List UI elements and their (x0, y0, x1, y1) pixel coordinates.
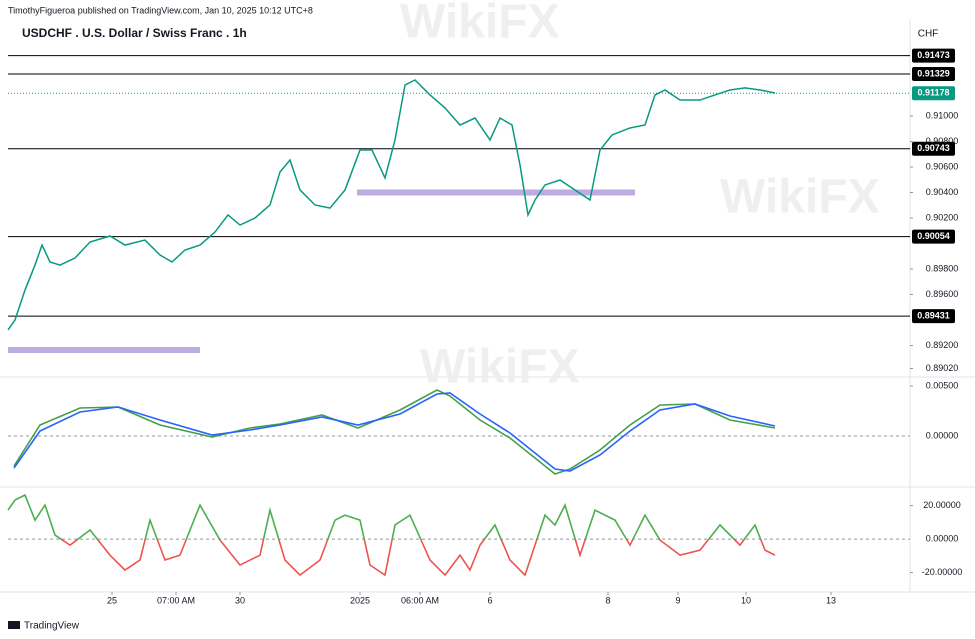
level-label-box (912, 229, 955, 244)
x-tick-label: 13 (826, 595, 836, 605)
x-tick-label: 25 (107, 595, 117, 605)
y-tick-label: -20.00000 (922, 567, 963, 577)
y-tick-label: 0.00000 (926, 430, 959, 440)
series-line (13, 389, 776, 475)
currency: CHF (918, 29, 939, 40)
x-tick-label: 07:00 AM (157, 595, 195, 605)
level-label-box (912, 309, 955, 324)
logo-icon (8, 621, 20, 629)
watermark: WikiFX (720, 171, 880, 224)
x-tick-label: 30 (235, 595, 245, 605)
y-tick-label: 0.90400 (926, 187, 959, 197)
y-tick-label: 0.89020 (926, 363, 959, 373)
y-tick-label: 20.00000 (923, 500, 961, 510)
y-tick-label: 0.90200 (926, 212, 959, 222)
level-label-box (912, 48, 955, 63)
published-note: TimothyFigueroa published on TradingView… (8, 5, 313, 15)
x-tick-label: 6 (487, 595, 492, 605)
level-label: 0.91473 (917, 50, 950, 60)
y-tick-label: 0.91000 (926, 110, 959, 120)
zone (357, 189, 635, 196)
level-label: 0.91329 (917, 68, 950, 78)
y-tick-label: 0.89800 (926, 263, 959, 273)
watermark: WikiFX (400, 0, 560, 49)
series-line (13, 392, 776, 472)
series-line (7, 79, 776, 331)
level-label-box (912, 86, 955, 101)
level-label: 0.90054 (917, 231, 950, 241)
x-tick-label: 8 (605, 595, 610, 605)
y-tick-label: 0.89200 (926, 340, 959, 350)
level-label: 0.90743 (917, 143, 950, 153)
level-label-box (912, 67, 955, 82)
watermark: WikiFX (420, 341, 580, 394)
x-tick-label: 10 (741, 595, 751, 605)
logo: TradingView (24, 621, 80, 632)
x-tick-label: 9 (675, 595, 680, 605)
y-tick-label: 0.89600 (926, 289, 959, 299)
y-tick-label: 0.90600 (926, 161, 959, 171)
level-label: 0.89431 (917, 310, 950, 320)
x-tick-label: 06:00 AM (401, 595, 439, 605)
series-line (7, 493, 776, 577)
x-tick-label: 2025 (350, 595, 370, 605)
chart-title: USDCHF . U.S. Dollar / Swiss Franc . 1h (22, 26, 247, 40)
zone (8, 347, 200, 354)
y-tick-label: 0.00500 (926, 380, 959, 390)
level-label-box (912, 141, 955, 156)
y-tick-label: 0.90800 (926, 136, 959, 146)
y-tick-label: 0.00000 (926, 533, 959, 543)
level-label: 0.91178 (917, 88, 949, 98)
